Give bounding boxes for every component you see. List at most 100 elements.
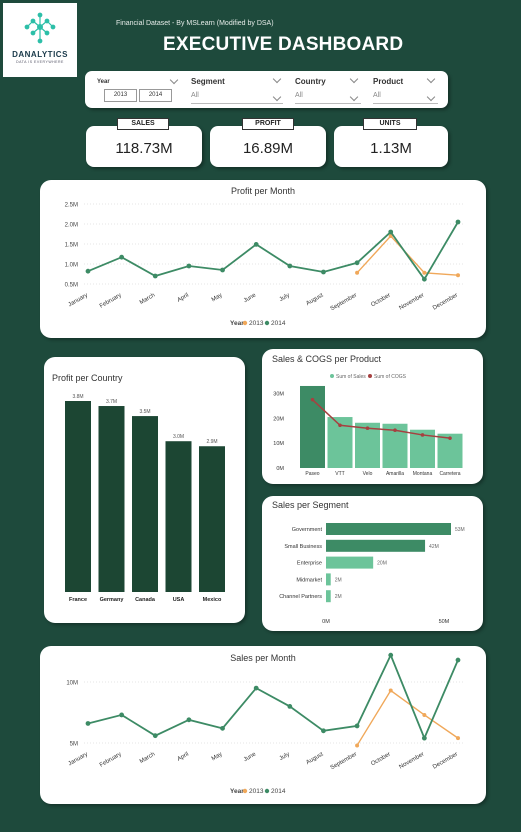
legend-marker [242,788,248,794]
data-point [119,254,125,260]
profit-kpi-value: 16.89M [242,140,294,157]
data-point [253,242,259,247]
profit-country-title: Profit per Country [52,373,123,383]
series-line-2013 [356,689,459,746]
country-label: USA [173,597,185,603]
bar-value-label: 3.5M [139,409,150,415]
data-point [456,273,460,278]
bar-value-label: 53M [455,527,465,533]
y-tick-label: 10M [66,681,78,687]
country-select[interactable]: All [295,92,361,104]
segment-select[interactable]: All [191,92,283,104]
bar-value-label: 42M [429,544,439,550]
x-tick-label: August [305,292,324,307]
company-logo: DANALYTICS DATA IS EVERYWHERE [3,3,77,77]
country-bar [98,406,125,592]
sales-month-title: Sales per Month [230,653,296,663]
x-tick-label: April [177,752,190,763]
segment-label: Government [292,527,323,533]
cogs-point [365,426,370,431]
legend-entry: 2014 [271,788,286,795]
x-tick-label: March [139,752,156,766]
data-point [287,704,293,709]
sales-segment-title: Sales per Segment [272,500,349,510]
country-label: Canada [135,597,156,603]
cogs-point [310,397,315,402]
bar-value-label: 3.0M [173,434,184,440]
y-tick-label: 1.0M [65,263,78,269]
data-point [85,268,91,274]
product-label: Paseo [305,471,319,477]
cogs-line [311,399,451,439]
legend-entry: 2014 [271,320,286,327]
country-bar [132,416,158,592]
data-point [421,735,427,741]
data-point [455,219,461,225]
product-label: Montana [413,471,433,477]
year-2013-button[interactable]: 2013 [104,89,137,102]
x-tick-label: February [99,752,123,769]
product-label: VTT [335,471,344,477]
y-tick-label: 20M [273,416,284,422]
data-point [253,685,259,691]
x-tick-label: July [279,752,291,763]
data-point [422,712,427,717]
x-tick-label: January [68,752,89,768]
data-point [355,743,360,748]
profit-month-title: Profit per Month [230,186,296,196]
brand-tagline: DATA IS EVERYWHERE [16,60,64,64]
x-tick-label: October [370,752,391,768]
data-point [388,229,394,235]
brand-name: DANALYTICS [12,50,68,59]
sales-bar [355,422,380,468]
segment-label: Enterprise [297,561,322,567]
data-point [287,263,293,269]
x-tick-label: June [243,751,258,763]
data-point [152,273,158,279]
legend-entry: Sum of COGS [374,374,407,380]
segment-bar [326,573,331,586]
units-kpi-label: UNITS [363,118,417,130]
chevron-down-icon[interactable] [272,74,282,84]
data-point [388,688,393,693]
data-point [85,721,91,726]
sales-cogs-title: Sales & COGS per Product [272,354,382,364]
x-tick-label: September [330,752,358,772]
sales-segment-chart: Government 53M Small Business 42M Enterprise… [279,523,465,625]
country-value: All [295,92,303,99]
units-kpi-card: 1.13M [334,126,448,167]
y-tick-label: 30M [273,391,284,397]
y-tick-label: 2.0M [65,223,78,229]
page-title: EXECUTIVE DASHBOARD [163,34,404,55]
x-tick-label: September [330,293,358,313]
country-bar [199,446,225,592]
data-point [321,269,326,275]
x-tick-label: November [398,752,425,771]
sales-segment-card: Sales per Segment Government 53M Small Bus… [262,496,483,631]
data-point [152,733,158,739]
filter-bar: Year 2013 2014 Segment All Country All P… [85,71,448,108]
segment-label: Small Business [284,544,322,550]
x-tick-label: July [279,293,291,304]
sales-kpi-label: SALES [117,118,169,130]
legend-marker [264,320,270,326]
y-tick-label: 0.5M [65,283,78,289]
product-select[interactable]: All [373,92,438,104]
y-tick-label: 2.5M [65,203,78,209]
chevron-down-icon[interactable] [169,75,179,85]
x-tick-label: February [99,293,123,310]
chevron-down-icon[interactable] [426,74,436,84]
data-point [456,736,460,741]
data-point [186,263,192,269]
product-label: Carretera [439,471,460,477]
x-tick-label: November [398,293,425,312]
units-kpi-value: 1.13M [370,140,412,157]
chevron-down-icon[interactable] [349,74,359,84]
segment-label: Midmarket [296,577,322,583]
data-point [119,712,125,718]
year-2014-button[interactable]: 2014 [139,89,172,102]
data-point [388,234,393,238]
data-point [220,725,225,731]
segment-bar [326,556,374,569]
x-tick-label: 50M [439,619,450,625]
